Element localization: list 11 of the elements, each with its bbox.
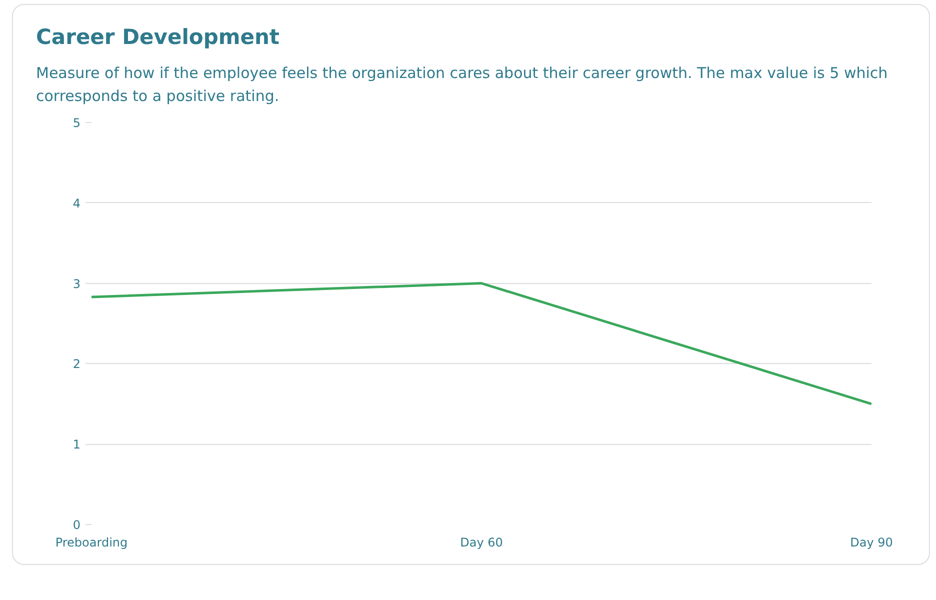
y-tick-label: 4 — [72, 196, 81, 210]
y-tick-label: 1 — [72, 438, 81, 452]
y-tick-label: 3 — [72, 276, 81, 291]
chart-title: Career Development — [36, 24, 280, 51]
x-tick-label: Preboarding — [55, 536, 128, 550]
x-tick-label: Day 60 — [460, 536, 503, 550]
x-tick-label: Day 90 — [850, 536, 893, 550]
y-tick-label: 2 — [72, 357, 81, 372]
y-tick-label: 5 — [72, 116, 81, 130]
chart-subtitle: Measure of how if the employee feels the organization cares about their career growth. The max value is 5 which corresponds to a positive rating. — [36, 63, 889, 106]
y-tick-label: 0 — [72, 518, 81, 532]
